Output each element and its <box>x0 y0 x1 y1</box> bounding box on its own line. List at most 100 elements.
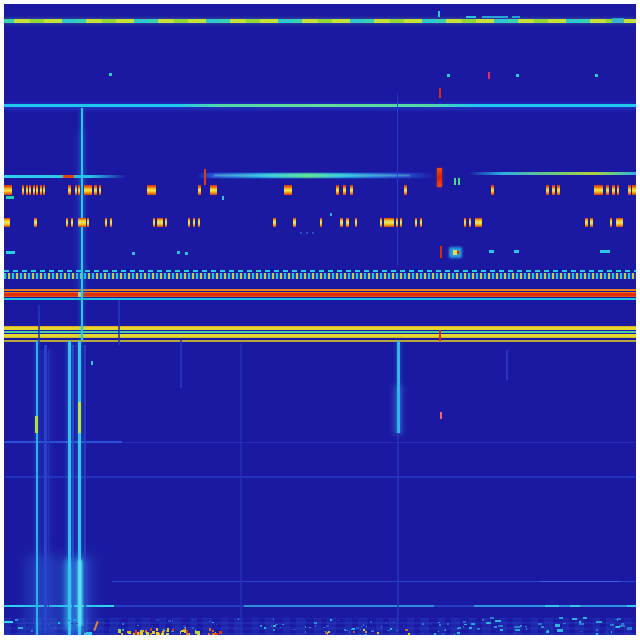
frame-border-top <box>0 0 640 4</box>
marker-pink-tick <box>440 412 442 419</box>
burst-row-1 <box>343 185 346 195</box>
burst-row-2 <box>188 218 190 227</box>
noise-blue-cyan-speckle <box>453 633 456 636</box>
noise-cyan-dash <box>84 632 92 635</box>
noise-blue-cyan-speckle <box>541 626 545 628</box>
hline-yellow-3 <box>4 339 636 342</box>
hline-cyan-under-red <box>4 297 636 300</box>
noise-blue-cyan-speckle <box>330 619 333 621</box>
burst-row-1 <box>628 185 631 195</box>
burst-row-2 <box>293 218 296 227</box>
noise-blue-cyan-speckle <box>259 625 263 628</box>
hline-605-dim <box>114 605 244 607</box>
noise-warm-cluster-speckle <box>188 633 191 637</box>
noise-blue-cyan-speckle <box>183 626 186 629</box>
noise-warm-cluster-speckle <box>160 632 164 636</box>
vstreak-78-yellow <box>77 402 81 433</box>
burst-row-2 <box>165 218 167 227</box>
noise-blue-cyan-speckle <box>104 622 107 625</box>
yellowband-red-tick <box>439 330 442 341</box>
noise-blue-cyan-speckle <box>444 629 447 631</box>
burst-row-2 <box>34 218 37 227</box>
noise-blue-cyan-speckle <box>75 622 78 625</box>
noise-warm-cluster-speckle <box>144 630 147 633</box>
noise-right-cyan-speckle <box>515 629 521 631</box>
noise-blue-cyan-speckle <box>101 622 105 624</box>
burst-row-1 <box>552 185 555 195</box>
marker-cyan-dash <box>6 196 14 199</box>
noise-warm-cluster-speckle <box>157 632 161 636</box>
burst-row-1 <box>284 185 292 195</box>
hline-greencyan <box>4 331 636 334</box>
noise-blue-cyan-speckle <box>596 632 598 635</box>
noise-blue-cyan-speckle <box>325 624 329 627</box>
noise-blue-cyan-speckle <box>614 619 618 621</box>
noise-warm-cluster-speckle <box>212 629 214 632</box>
noise-mid-faint-speckle <box>270 624 273 627</box>
noise-warm-cluster-speckle <box>208 628 211 631</box>
marker-magenta-tick <box>488 72 490 79</box>
hline-top-blob <box>612 17 624 23</box>
noise-mid-faint-speckle <box>228 626 231 628</box>
noise-right-cyan-speckle <box>579 622 585 626</box>
noise-blue-cyan-speckle <box>349 631 351 633</box>
burst-row-2 <box>66 218 68 227</box>
noise-blue-cyan-speckle <box>371 630 374 632</box>
noise-mid-faint-speckle <box>402 624 405 627</box>
noise-warm-cluster-speckle <box>138 632 140 635</box>
noise-blue-cyan-speckle <box>66 619 70 622</box>
noise-blue-cyan-speckle <box>305 626 307 628</box>
noise-mid-faint-speckle <box>430 622 433 625</box>
noise-right-cyan-speckle <box>583 617 587 620</box>
noise-blue-cyan-speckle <box>508 627 512 630</box>
burst-row-1 <box>557 185 560 195</box>
hline-faint-442 <box>4 441 636 443</box>
burst-row-2 <box>157 218 163 227</box>
marker-cyan-tick <box>437 11 440 17</box>
vstreak-44 <box>43 345 47 633</box>
noise-blue-cyan-speckle <box>421 622 424 625</box>
noise-blue-cyan-speckle <box>54 627 57 630</box>
vstreak-68 <box>67 341 71 635</box>
noise-right-cyan-speckle <box>571 617 578 621</box>
burst-row-2 <box>384 218 394 227</box>
vstreak-506 <box>506 350 508 380</box>
marker-multicolor-blob-core <box>453 250 457 255</box>
noise-blue-cyan-speckle <box>514 631 517 634</box>
noise-mid-faint-speckle <box>353 631 356 633</box>
hline-605-bright-left <box>4 604 114 607</box>
noise-blue-cyan-speckle <box>211 621 214 624</box>
vstreak-240 <box>240 343 242 635</box>
vstreak-84 <box>83 345 86 633</box>
marker-red-tick-204 <box>204 169 206 185</box>
noise-mid-faint-speckle <box>192 627 194 630</box>
noise-blue-cyan-speckle <box>73 619 76 621</box>
burst-row-2 <box>340 218 343 227</box>
noise-right-cyan-speckle <box>490 617 494 619</box>
noise-blue-cyan-speckle <box>315 624 318 626</box>
noise-warm-cluster-speckle <box>140 629 143 634</box>
marker-red-tick <box>439 246 442 258</box>
noise-blue-cyan-speckle <box>344 628 347 630</box>
noise-blue-cyan-speckle <box>279 623 282 625</box>
frame-border-bottom <box>0 635 640 640</box>
noise-blue-cyan-speckle <box>74 632 78 634</box>
marker-cyan-tick <box>222 196 224 200</box>
burst-row-1 <box>617 185 619 195</box>
noise-warm-sparse-speckle <box>376 632 379 635</box>
burst-row-2 <box>355 218 357 227</box>
marker-cyan-tick <box>330 213 332 216</box>
noise-warm-cluster-speckle <box>151 630 155 634</box>
burst-row-2 <box>153 218 155 227</box>
noise-blue-cyan-speckle <box>305 620 306 622</box>
noise-blue-cyan-speckle <box>236 622 239 624</box>
noise-blue-cyan-speckle <box>456 627 460 629</box>
noise-blue-cyan-speckle <box>447 623 449 625</box>
hatch-band <box>4 272 636 279</box>
noise-blue-cyan-speckle <box>595 629 598 632</box>
burst-row-1 <box>36 185 38 195</box>
noise-blue-cyan-speckle <box>195 618 198 621</box>
burst-row-2 <box>475 218 482 227</box>
noise-blue-cyan-speckle <box>168 620 171 622</box>
burst-row-1 <box>606 185 609 195</box>
